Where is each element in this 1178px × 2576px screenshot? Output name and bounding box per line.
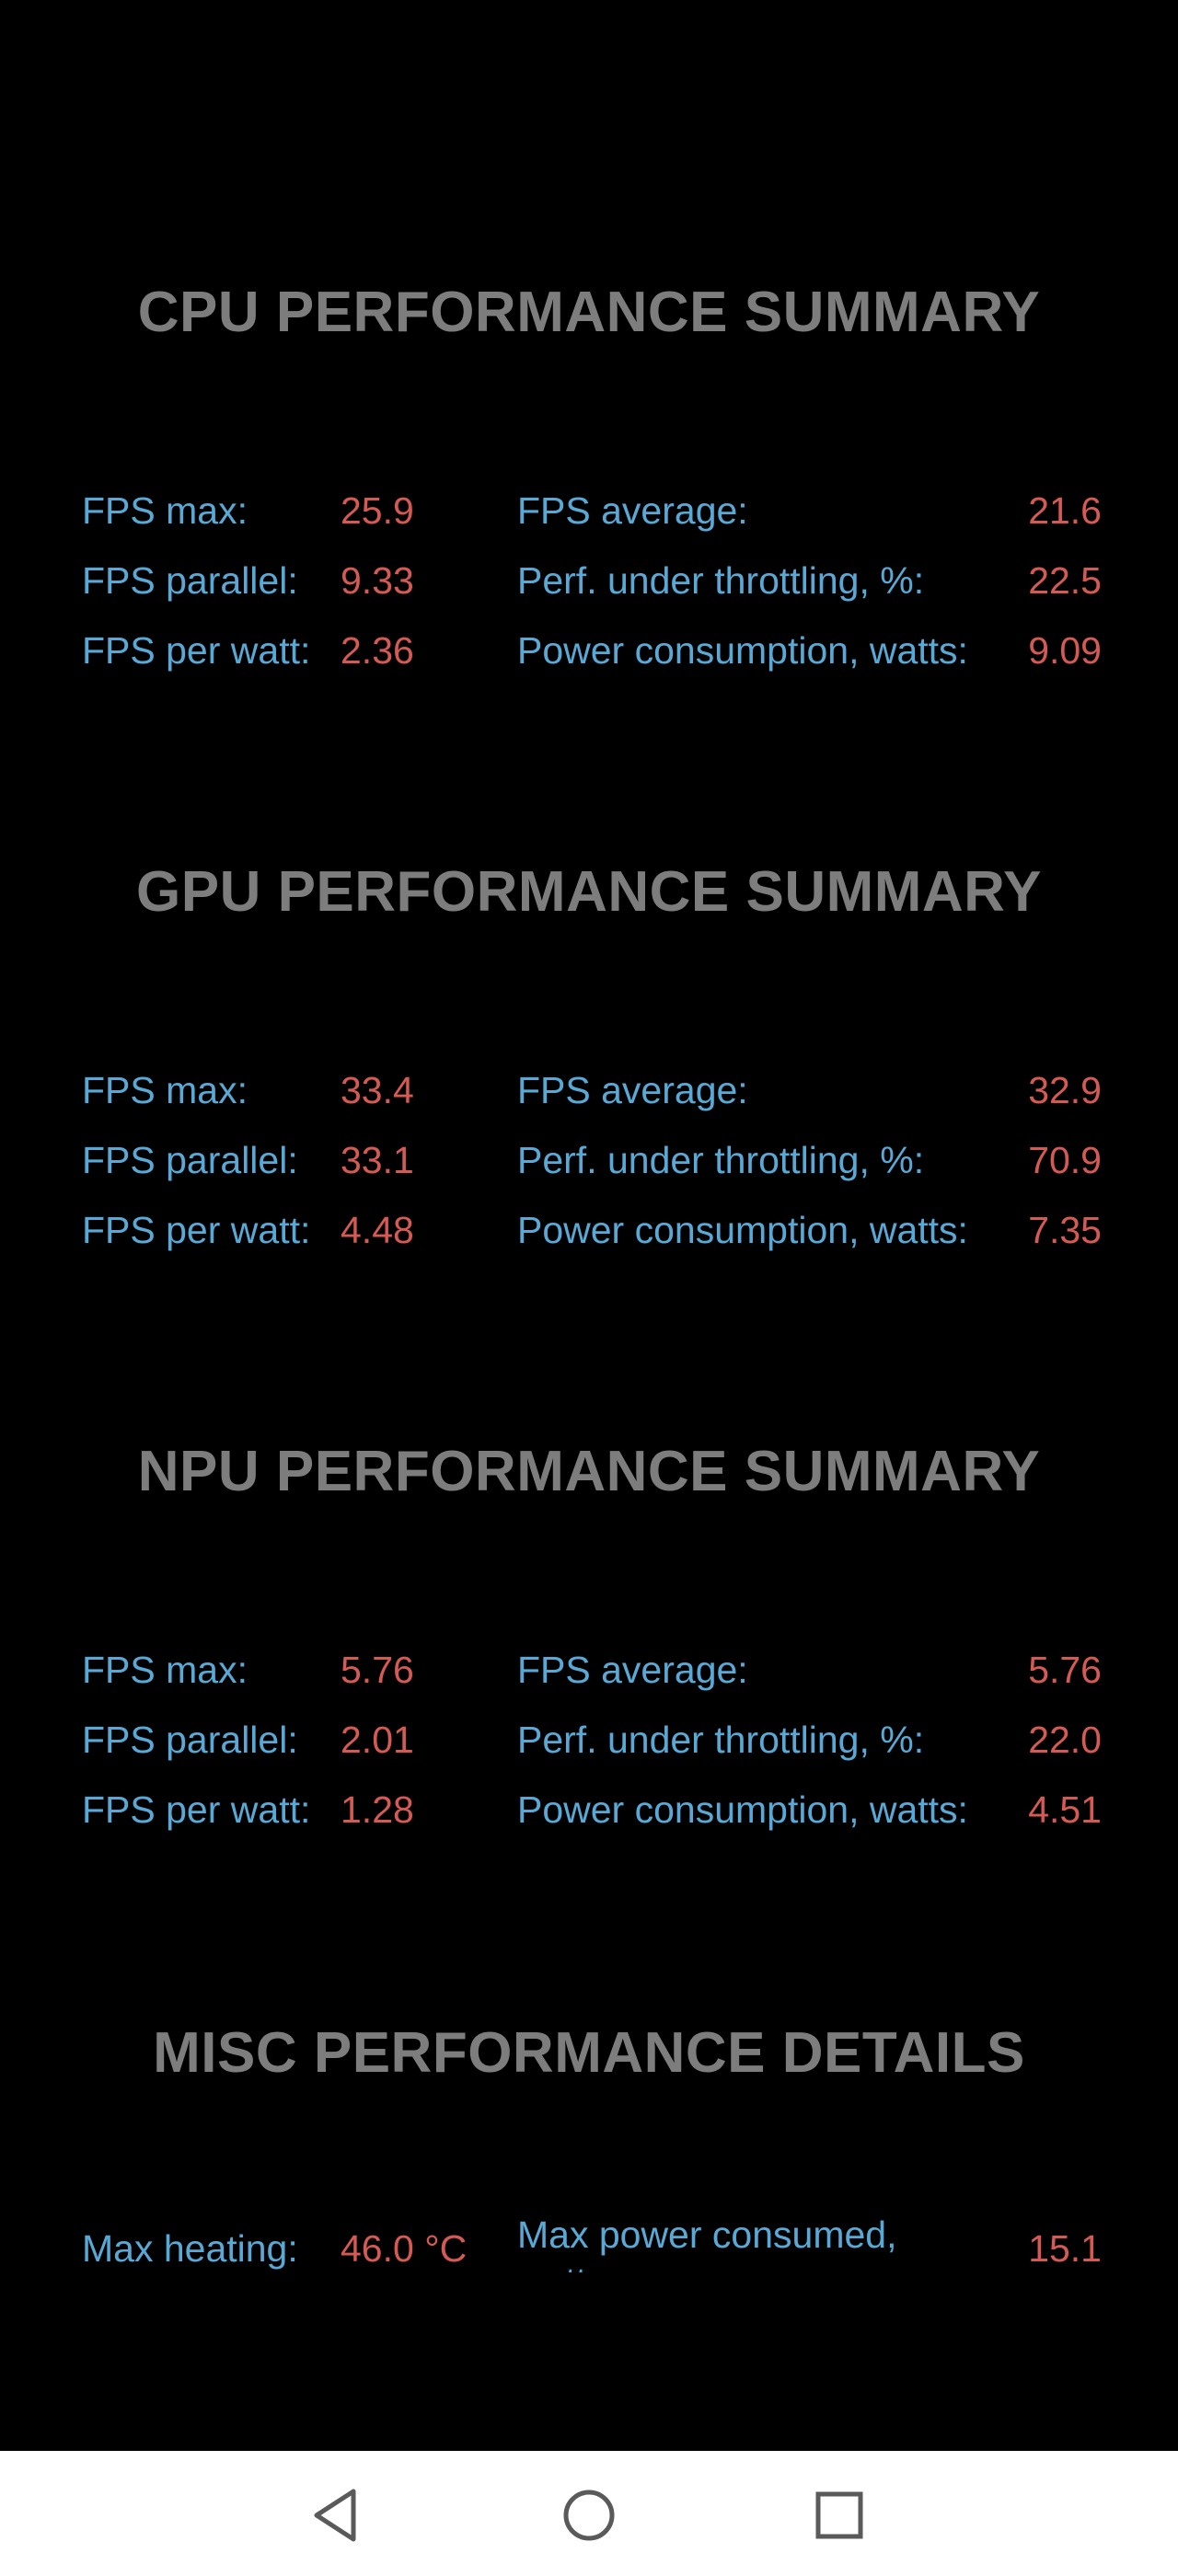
gpu-fps-average-label: FPS average: <box>517 1069 748 1111</box>
max-power-value: 15.1 <box>1028 2227 1102 2270</box>
npu-fps-parallel-label: FPS parallel: <box>82 1719 298 1761</box>
system-navigation-bar <box>0 2451 1178 2576</box>
cpu-section-title: CPU PERFORMANCE SUMMARY <box>137 281 1041 344</box>
max-power-label-clip: Max power consumed, watts: <box>517 2212 959 2272</box>
misc-section-title: MISC PERFORMANCE DETAILS <box>153 2021 1025 2085</box>
npu-power-value: 4.51 <box>1028 1788 1102 1831</box>
npu-fps-average-label: FPS average: <box>517 1649 748 1691</box>
back-icon[interactable] <box>307 2486 366 2545</box>
npu-fps-per-watt-label: FPS per watt: <box>82 1788 311 1831</box>
npu-throttling-label: Perf. under throttling, %: <box>517 1719 925 1761</box>
max-power-label: Max power consumed, watts: <box>517 2214 897 2272</box>
cpu-fps-max-label: FPS max: <box>82 489 248 532</box>
npu-section-title: NPU PERFORMANCE SUMMARY <box>137 1440 1041 1503</box>
gpu-power-value: 7.35 <box>1028 1209 1102 1251</box>
recent-apps-icon[interactable] <box>810 2486 869 2545</box>
cpu-power-value: 9.09 <box>1028 629 1102 672</box>
gpu-row-3: FPS per watt: 4.48 Power consumption, wa… <box>0 1202 1178 1267</box>
gpu-fps-parallel-value: 33.1 <box>341 1139 414 1181</box>
cpu-fps-per-watt-label: FPS per watt: <box>82 629 311 672</box>
gpu-row-2: FPS parallel: 33.1 Perf. under throttlin… <box>0 1133 1178 1197</box>
home-icon[interactable] <box>560 2486 618 2545</box>
npu-fps-parallel-value: 2.01 <box>341 1719 414 1761</box>
npu-fps-max-value: 5.76 <box>341 1649 414 1691</box>
npu-throttling-value: 22.0 <box>1028 1719 1102 1761</box>
npu-fps-per-watt-value: 1.28 <box>341 1788 414 1831</box>
npu-fps-max-label: FPS max: <box>82 1649 248 1691</box>
cpu-throttling-label: Perf. under throttling, %: <box>517 559 925 602</box>
gpu-fps-max-value: 33.4 <box>341 1069 414 1111</box>
npu-row-2: FPS parallel: 2.01 Perf. under throttlin… <box>0 1712 1178 1777</box>
gpu-section-title: GPU PERFORMANCE SUMMARY <box>135 860 1042 924</box>
npu-power-label: Power consumption, watts: <box>517 1788 968 1831</box>
max-heating-value: 46.0 °C <box>341 2227 468 2270</box>
gpu-fps-average-value: 32.9 <box>1028 1069 1102 1111</box>
results-screen: CPU PERFORMANCE SUMMARY FPS max: 25.9 FP… <box>0 281 1178 2285</box>
gpu-throttling-label: Perf. under throttling, %: <box>517 1139 925 1181</box>
gpu-power-label: Power consumption, watts: <box>517 1209 968 1251</box>
gpu-fps-max-label: FPS max: <box>82 1069 248 1111</box>
cpu-throttling-value: 22.5 <box>1028 559 1102 602</box>
cpu-fps-parallel-value: 9.33 <box>341 559 414 602</box>
npu-row-3: FPS per watt: 1.28 Power consumption, wa… <box>0 1782 1178 1846</box>
gpu-fps-parallel-label: FPS parallel: <box>82 1139 298 1181</box>
gpu-fps-per-watt-label: FPS per watt: <box>82 1209 311 1251</box>
cpu-fps-average-value: 21.6 <box>1028 489 1102 532</box>
cpu-row-2: FPS parallel: 9.33 Perf. under throttlin… <box>0 553 1178 617</box>
misc-row: Max heating: 46.0 °C Max power consumed,… <box>0 2212 1178 2285</box>
cpu-fps-parallel-label: FPS parallel: <box>82 559 298 602</box>
npu-fps-average-value: 5.76 <box>1028 1649 1102 1691</box>
npu-row-1: FPS max: 5.76 FPS average: 5.76 <box>0 1642 1178 1707</box>
gpu-row-1: FPS max: 33.4 FPS average: 32.9 <box>0 1063 1178 1127</box>
cpu-row-1: FPS max: 25.9 FPS average: 21.6 <box>0 483 1178 547</box>
max-heating-label: Max heating: <box>82 2227 298 2270</box>
cpu-power-label: Power consumption, watts: <box>517 629 968 672</box>
gpu-fps-per-watt-value: 4.48 <box>341 1209 414 1251</box>
cpu-fps-max-value: 25.9 <box>341 489 414 532</box>
gpu-throttling-value: 70.9 <box>1028 1139 1102 1181</box>
cpu-fps-average-label: FPS average: <box>517 489 748 532</box>
cpu-row-3: FPS per watt: 2.36 Power consumption, wa… <box>0 623 1178 687</box>
cpu-fps-per-watt-value: 2.36 <box>341 629 414 672</box>
